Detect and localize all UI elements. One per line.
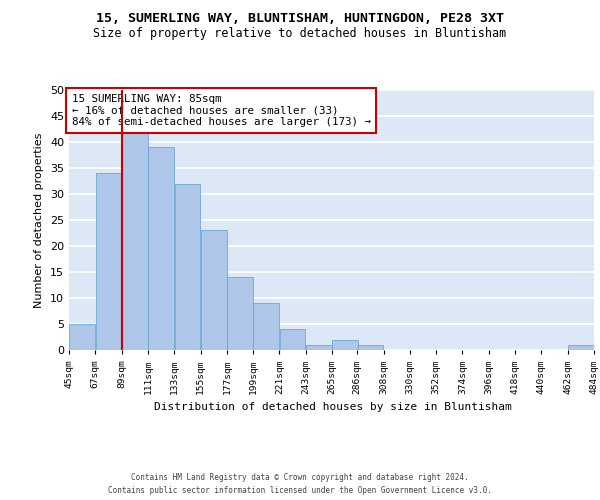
- Y-axis label: Number of detached properties: Number of detached properties: [34, 132, 44, 308]
- Bar: [95, 173, 121, 350]
- Bar: [280, 329, 305, 350]
- Bar: [201, 230, 227, 350]
- Bar: [306, 345, 332, 350]
- Text: 15, SUMERLING WAY, BLUNTISHAM, HUNTINGDON, PE28 3XT: 15, SUMERLING WAY, BLUNTISHAM, HUNTINGDO…: [96, 12, 504, 26]
- Text: Contains HM Land Registry data © Crown copyright and database right 2024.
Contai: Contains HM Land Registry data © Crown c…: [108, 474, 492, 495]
- Bar: [227, 277, 253, 350]
- Bar: [568, 345, 594, 350]
- Text: 15 SUMERLING WAY: 85sqm
← 16% of detached houses are smaller (33)
84% of semi-de: 15 SUMERLING WAY: 85sqm ← 16% of detache…: [71, 94, 371, 127]
- Bar: [69, 324, 95, 350]
- Bar: [358, 345, 383, 350]
- Text: Size of property relative to detached houses in Bluntisham: Size of property relative to detached ho…: [94, 28, 506, 40]
- Text: Distribution of detached houses by size in Bluntisham: Distribution of detached houses by size …: [154, 402, 512, 412]
- Bar: [253, 303, 279, 350]
- Bar: [122, 132, 148, 350]
- Bar: [148, 147, 174, 350]
- Bar: [332, 340, 358, 350]
- Bar: [175, 184, 200, 350]
